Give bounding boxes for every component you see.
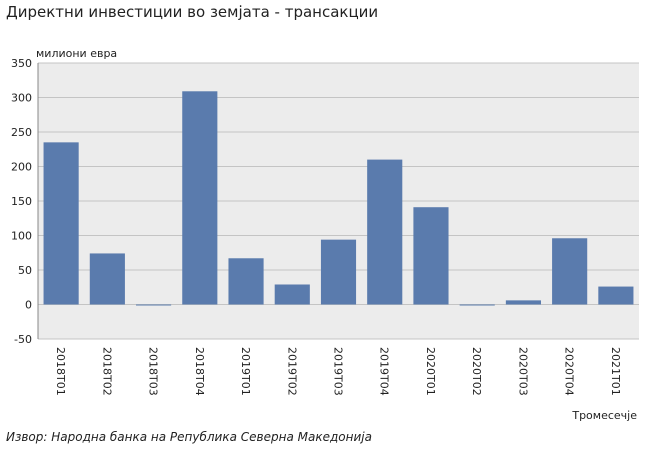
bar-2018Т02 [89, 253, 125, 305]
bar-2019Т02 [274, 284, 310, 305]
y-tick-label: 0 [25, 299, 32, 312]
bar-2020Т04 [552, 238, 588, 305]
x-tick-label: 2019Т02 [285, 347, 298, 396]
x-tick-label: 2018Т03 [147, 347, 160, 396]
x-tick-label: 2020Т02 [470, 347, 483, 396]
x-tick-label: 2019Т01 [239, 347, 252, 396]
x-axis-label: Тромесечје [571, 409, 637, 422]
x-axis-ticks: 2018Т01 2018Т02 2018Т03 2018Т04 2019Т01 2019Т… [54, 347, 622, 396]
bar-2020Т02 [459, 304, 495, 306]
x-tick-label: 2020Т01 [424, 347, 437, 396]
x-tick-label: 2020Т04 [563, 347, 576, 396]
x-tick-label: 2021Т01 [609, 347, 622, 396]
bar-2019Т04 [367, 159, 403, 305]
bar-2018Т04 [182, 91, 218, 305]
x-tick-label: 2018Т01 [54, 347, 67, 396]
source-note: Извор: Народна банка на Република Северн… [6, 430, 372, 444]
x-tick-label: 2020Т03 [516, 347, 529, 396]
bar-2019Т01 [228, 258, 264, 305]
bar-2019Т03 [320, 239, 357, 305]
bars [43, 91, 634, 306]
y-axis-ticks: -50 0 50 100 150 200 250 300 350 [11, 57, 32, 346]
x-tick-label: 2018Т02 [100, 347, 113, 396]
x-tick-label: 2019Т03 [332, 347, 345, 396]
bar-2021Т01 [598, 286, 634, 305]
y-tick-label: 150 [11, 195, 32, 208]
bar-2020Т03 [505, 300, 541, 305]
bar-2018Т03 [136, 304, 172, 306]
chart-title: Директни инвестиции во земјата - трансак… [6, 3, 379, 21]
y-tick-label: 50 [18, 264, 32, 277]
y-tick-label: 350 [11, 57, 32, 70]
y-tick-label: 250 [11, 126, 32, 139]
bar-2020Т01 [413, 207, 449, 305]
y-axis-label: милиони евра [36, 47, 117, 60]
x-tick-label: 2019Т04 [378, 347, 391, 396]
x-tick-label: 2018Т04 [193, 347, 206, 396]
bar-2018Т01 [43, 142, 79, 305]
y-tick-label: -50 [14, 333, 32, 346]
y-tick-label: 100 [11, 230, 32, 243]
y-tick-label: 300 [11, 92, 32, 105]
gridlines [38, 62, 639, 340]
y-tick-label: 200 [11, 161, 32, 174]
